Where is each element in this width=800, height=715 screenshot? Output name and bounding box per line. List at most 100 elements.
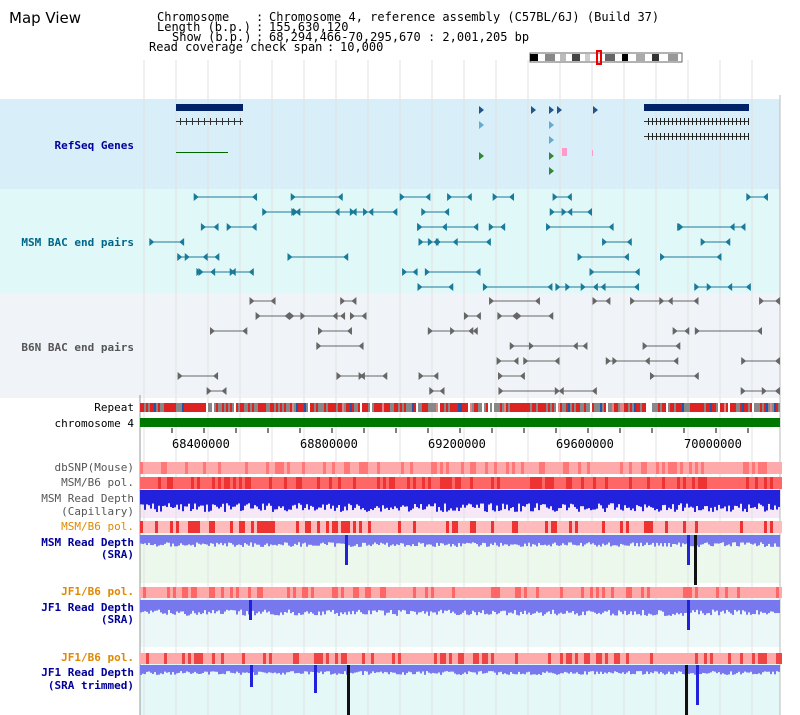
track-label-dbsnp[interactable]: dbSNP(Mouse): [54, 461, 134, 474]
msm-rd-cap-bar: [564, 490, 566, 505]
msm-pol2-strip: [179, 521, 182, 533]
track-label-refseq[interactable]: RefSeq Genes: [54, 139, 134, 152]
jf1-rd-sra-bar: [544, 600, 546, 615]
track-label-msm-b6-pol-2[interactable]: MSM/B6 pol.: [61, 520, 134, 533]
track-label-msm-bac[interactable]: MSM BAC end pairs: [21, 236, 134, 249]
msm-pol2-strip: [188, 521, 191, 533]
repeat-element: [234, 403, 236, 412]
jf1-rd-sra-bar: [570, 600, 572, 613]
jf1-pol-strip: [695, 587, 698, 598]
msm-rd-sra-bar: [152, 535, 154, 546]
jf1-rd-sra-bar: [664, 600, 666, 616]
msm-pol-strip: [734, 477, 737, 489]
b6n-bac-pair-end: [612, 357, 618, 365]
msm-rd-cap-bar: [426, 490, 428, 507]
jf1-pol2-strip: [365, 653, 368, 664]
track-label-jf1-rd-sra[interactable]: JF1 Read Depth: [41, 601, 134, 614]
track-label-jf1-b6-pol-2[interactable]: JF1/B6 pol.: [61, 651, 134, 664]
track-label-msm-rd-sra[interactable]: MSM Read Depth: [41, 536, 134, 549]
msm-rd-sra-bar: [244, 535, 246, 544]
dbsnp-strip: [380, 462, 383, 474]
msm-rd-cap-bar: [360, 490, 362, 510]
msm-rd-sra-bar: [188, 535, 190, 545]
jf1-rd-sra-bar: [422, 600, 424, 611]
msm-rd-sra-bar: [488, 535, 490, 547]
msm-rd-cap-bar: [368, 490, 370, 511]
msm-pol2-strip: [170, 521, 173, 533]
jf1-rd-trim-bar: [188, 665, 190, 673]
repeat-element: [252, 403, 254, 412]
dbsnp-strip: [743, 462, 746, 474]
msm-rd-cap-bar: [490, 490, 492, 504]
jf1-rd-trim-bar: [262, 665, 264, 673]
msm-pol2-strip: [308, 521, 311, 533]
jf1-pol-strip: [746, 587, 749, 598]
msm-pol-strip: [149, 477, 152, 489]
jf1-rd-trim-bar: [196, 665, 198, 674]
msm-rd-cap-bar: [670, 490, 672, 509]
jf1-pol2-strip: [497, 653, 500, 664]
msm-pol-strip: [491, 477, 494, 489]
jf1-pol-strip: [641, 587, 644, 598]
msm-rd-sra-bar: [704, 535, 706, 543]
msm-rd-sra-bar: [654, 535, 656, 547]
jf1-rd-trim-bar: [328, 665, 330, 672]
msm-rd-cap-bar: [328, 490, 330, 504]
msm-pol-strip: [422, 477, 425, 489]
msm-pol2-strip: [455, 521, 458, 533]
track-label-msm-rd-cap[interactable]: MSM Read Depth: [41, 492, 134, 505]
jf1-rd-trim-bar: [170, 665, 172, 675]
msm-rd-sra-bar: [586, 535, 588, 544]
msm-rd-sra-bar: [638, 535, 640, 547]
msm-bac-pair-end: [729, 223, 735, 231]
msm-rd-sra-bar: [438, 535, 440, 546]
track-label-b6n-bac[interactable]: B6N BAC end pairs: [21, 341, 134, 354]
msm-pol2-strip: [584, 521, 587, 533]
gene-exon: [732, 118, 733, 125]
repeat-element: [192, 403, 194, 412]
msm-rd-sra-bar: [398, 535, 400, 546]
msm-pol-strip: [671, 477, 674, 489]
msm-bac-pair-end: [287, 253, 293, 261]
dbsnp-strip: [587, 462, 590, 474]
msm-pol-strip: [176, 477, 179, 489]
msm-pol2-strip: [770, 521, 773, 533]
dbsnp-strip: [704, 462, 707, 474]
msm-rd-cap-bar: [154, 490, 156, 510]
repeat-element: [534, 403, 536, 412]
jf1-pol2-strip: [230, 653, 233, 664]
track-label-jf1-rd-trim[interactable]: JF1 Read Depth: [41, 666, 134, 679]
msm-pol-strip: [245, 477, 248, 489]
msm-rd-sra-bar: [156, 535, 158, 547]
track-label-jf1-b6-pol-1[interactable]: JF1/B6 pol.: [61, 585, 134, 598]
msm-pol2-strip: [569, 521, 572, 533]
jf1-rd-trim-bar: [402, 665, 404, 673]
repeat-element: [560, 403, 562, 412]
jf1-pol2-strip: [257, 653, 260, 664]
jf1-rd-sra-bar: [298, 600, 300, 614]
b6n-bac-pair-end: [221, 387, 227, 395]
chromosome-ideogram[interactable]: [529, 50, 683, 65]
repeat-element: [320, 403, 322, 412]
msm-rd-cap-bar: [456, 490, 458, 508]
msm-pol-strip: [563, 477, 566, 489]
jf1-rd-trim-bar: [648, 665, 650, 675]
msm-rd-cap-bar: [750, 490, 752, 509]
jf1-pol2-strip: [719, 653, 722, 664]
track-label-msm-b6-pol-1[interactable]: MSM/B6 pol.: [61, 476, 134, 489]
b6n-bac-pair-end: [759, 297, 765, 305]
jf1-rd-sra-bar: [730, 600, 732, 614]
jf1-rd-trim-bar: [222, 665, 224, 674]
jf1-pol2-strip: [599, 653, 602, 664]
msm-rd-sra-bar: [536, 535, 538, 547]
b6n-bac-pair-end: [439, 387, 445, 395]
msm-rd-cap-bar: [606, 490, 608, 508]
jf1-pol2-strip: [476, 653, 479, 664]
track-label-repeat[interactable]: Repeat: [94, 401, 134, 414]
msm-bac-pair-end: [716, 253, 722, 261]
msm-pol2-strip: [692, 521, 695, 533]
msm-rd-sra-bar: [416, 535, 418, 546]
msm-pol-strip: [287, 477, 290, 489]
dbsnp-strip: [383, 462, 386, 474]
msm-rd-cap-bar: [756, 490, 758, 509]
